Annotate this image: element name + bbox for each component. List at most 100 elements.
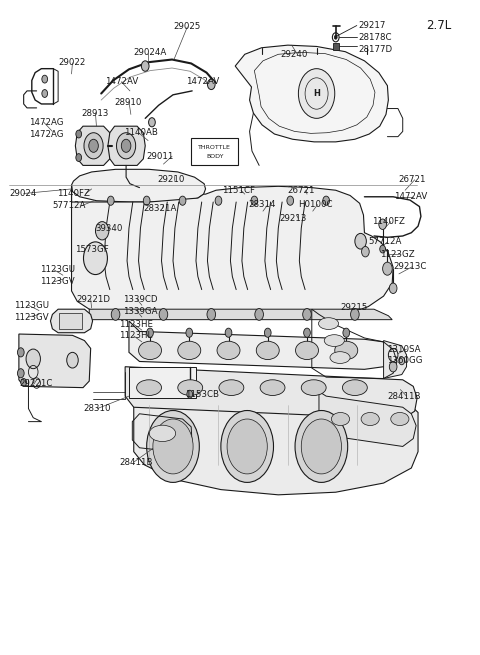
Polygon shape bbox=[89, 309, 392, 320]
Polygon shape bbox=[319, 392, 416, 447]
Circle shape bbox=[147, 411, 199, 482]
Circle shape bbox=[76, 130, 82, 138]
Text: 28178C: 28178C bbox=[359, 33, 392, 42]
Text: 1123HL: 1123HL bbox=[120, 331, 153, 341]
Text: 28411B: 28411B bbox=[120, 458, 153, 466]
Circle shape bbox=[295, 411, 348, 482]
Text: 1339CD: 1339CD bbox=[123, 295, 157, 304]
Text: THROTTLE: THROTTLE bbox=[198, 145, 231, 149]
Polygon shape bbox=[72, 170, 205, 202]
Text: 1472AV: 1472AV bbox=[105, 77, 138, 86]
Circle shape bbox=[299, 69, 335, 119]
Text: 28913: 28913 bbox=[81, 109, 108, 118]
Text: 2.7L: 2.7L bbox=[426, 19, 451, 32]
Circle shape bbox=[301, 419, 341, 474]
Text: 29215: 29215 bbox=[340, 303, 368, 312]
Text: 1123HE: 1123HE bbox=[120, 320, 154, 329]
Ellipse shape bbox=[219, 380, 244, 396]
Polygon shape bbox=[384, 341, 407, 379]
Bar bbox=[333, 43, 338, 50]
Text: BODY: BODY bbox=[206, 154, 223, 159]
Circle shape bbox=[225, 328, 232, 337]
Bar bbox=[129, 367, 196, 398]
Text: 29221C: 29221C bbox=[20, 379, 53, 388]
Circle shape bbox=[84, 133, 103, 159]
Text: 26721: 26721 bbox=[398, 176, 425, 184]
Text: 29025: 29025 bbox=[173, 22, 200, 31]
Ellipse shape bbox=[296, 341, 319, 360]
Text: 1123GV: 1123GV bbox=[40, 277, 74, 286]
Text: 28910: 28910 bbox=[115, 98, 142, 107]
Text: 29217: 29217 bbox=[359, 21, 386, 30]
Text: 28411B: 28411B bbox=[387, 392, 421, 401]
Circle shape bbox=[389, 283, 397, 293]
Text: 1472AG: 1472AG bbox=[29, 130, 64, 138]
Text: 28314: 28314 bbox=[249, 200, 276, 209]
Ellipse shape bbox=[260, 380, 285, 396]
Ellipse shape bbox=[331, 413, 349, 426]
Text: 29024A: 29024A bbox=[134, 48, 167, 58]
Circle shape bbox=[215, 196, 222, 205]
Circle shape bbox=[84, 242, 108, 274]
Ellipse shape bbox=[178, 341, 201, 360]
Circle shape bbox=[42, 75, 48, 83]
Text: 1310SA: 1310SA bbox=[387, 345, 421, 354]
Ellipse shape bbox=[335, 341, 358, 360]
Circle shape bbox=[111, 309, 120, 320]
Circle shape bbox=[350, 309, 359, 320]
Text: 1123GU: 1123GU bbox=[14, 301, 49, 310]
Circle shape bbox=[117, 133, 136, 159]
Circle shape bbox=[76, 154, 82, 162]
Ellipse shape bbox=[361, 413, 379, 426]
Circle shape bbox=[147, 328, 154, 337]
Circle shape bbox=[142, 61, 149, 71]
Polygon shape bbox=[50, 309, 93, 333]
Ellipse shape bbox=[139, 341, 161, 360]
Circle shape bbox=[304, 328, 311, 337]
Text: 26721: 26721 bbox=[287, 186, 314, 195]
Circle shape bbox=[323, 196, 329, 205]
Circle shape bbox=[96, 221, 109, 240]
Text: 28310: 28310 bbox=[83, 404, 110, 413]
Text: 29213C: 29213C bbox=[393, 262, 427, 271]
Circle shape bbox=[383, 262, 392, 275]
Circle shape bbox=[287, 196, 294, 205]
Circle shape bbox=[389, 362, 397, 372]
Circle shape bbox=[343, 328, 349, 337]
Circle shape bbox=[21, 379, 26, 386]
Ellipse shape bbox=[324, 335, 344, 346]
Polygon shape bbox=[129, 321, 393, 369]
Text: 1123GV: 1123GV bbox=[14, 312, 49, 322]
Ellipse shape bbox=[319, 318, 338, 329]
Circle shape bbox=[26, 349, 40, 369]
Text: 1140FZ: 1140FZ bbox=[372, 217, 405, 226]
Text: 39340: 39340 bbox=[96, 223, 123, 233]
Circle shape bbox=[17, 369, 24, 378]
Circle shape bbox=[380, 245, 385, 253]
Polygon shape bbox=[75, 126, 112, 166]
Circle shape bbox=[207, 79, 215, 90]
Circle shape bbox=[149, 118, 156, 127]
Text: 57712A: 57712A bbox=[368, 237, 402, 246]
Text: H: H bbox=[313, 89, 320, 98]
Text: 57712A: 57712A bbox=[52, 202, 86, 210]
Bar bbox=[59, 313, 82, 329]
Circle shape bbox=[221, 411, 274, 482]
Polygon shape bbox=[134, 405, 418, 495]
Circle shape bbox=[121, 140, 131, 153]
Circle shape bbox=[42, 90, 48, 98]
Text: 29024: 29024 bbox=[9, 189, 36, 198]
Polygon shape bbox=[108, 126, 145, 166]
Circle shape bbox=[153, 419, 193, 474]
Text: 1123GU: 1123GU bbox=[40, 265, 75, 274]
Circle shape bbox=[264, 328, 271, 337]
Ellipse shape bbox=[330, 352, 350, 364]
Ellipse shape bbox=[149, 425, 176, 441]
Ellipse shape bbox=[137, 380, 161, 396]
Circle shape bbox=[67, 352, 78, 368]
Text: 1472AG: 1472AG bbox=[29, 118, 64, 127]
Circle shape bbox=[144, 196, 150, 205]
Text: 1472AV: 1472AV bbox=[394, 193, 427, 201]
Circle shape bbox=[207, 309, 216, 320]
Ellipse shape bbox=[256, 341, 279, 360]
